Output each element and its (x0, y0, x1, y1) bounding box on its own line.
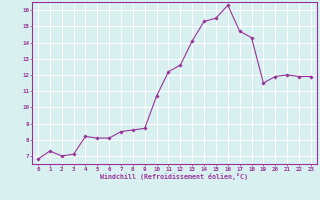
X-axis label: Windchill (Refroidissement éolien,°C): Windchill (Refroidissement éolien,°C) (100, 173, 248, 180)
